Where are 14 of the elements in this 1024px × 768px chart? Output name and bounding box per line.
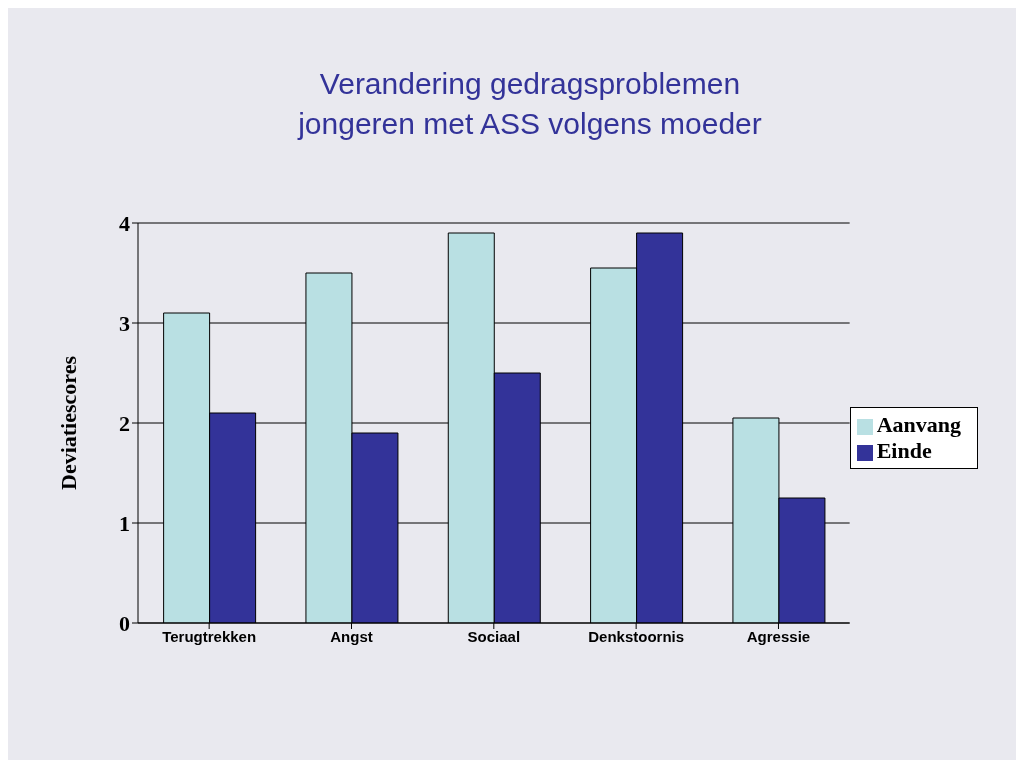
- y-axis-title: Deviatiescores: [55, 355, 81, 490]
- y-tick-label: 4: [119, 210, 130, 236]
- y-tick-label: 1: [119, 510, 130, 536]
- legend-label: Aanvang: [876, 412, 961, 437]
- chart-title: Verandering gedragsproblemen jongeren met ASS volgens moeder: [296, 66, 763, 142]
- x-tick-label: Sociaal: [467, 627, 521, 645]
- y-tick-label: 2: [119, 410, 130, 436]
- x-tick-label: Agressie: [746, 627, 811, 645]
- x-tick-label: Denkstoornis: [588, 627, 685, 645]
- y-tick-label: 3: [119, 310, 130, 336]
- legend-label: Einde: [876, 438, 932, 463]
- x-tick-label: Terugtrekken: [162, 627, 257, 645]
- y-tick-label: 0: [119, 610, 130, 636]
- x-tick-label: Angst: [330, 627, 373, 645]
